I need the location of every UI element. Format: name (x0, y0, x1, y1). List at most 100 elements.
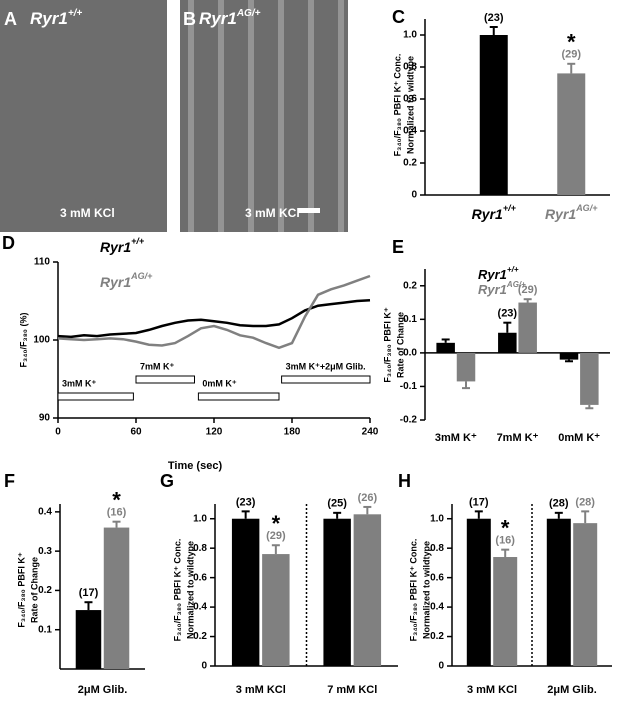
y-tick-label: 1.0 (403, 30, 417, 41)
condition: 3 mM KCl (245, 206, 300, 220)
legend-label-sup: +/+ (507, 265, 519, 274)
y-tick-label: 0.8 (430, 543, 444, 554)
micrograph-a (0, 0, 167, 232)
n-label: (16) (495, 535, 515, 547)
x-tick-label: Ryr1+/+ (472, 203, 517, 221)
n-label: (26) (358, 492, 378, 504)
y-tick-label: 0.2 (403, 280, 417, 291)
legend-label: Ryr1+/+ (478, 265, 519, 282)
y-tick-label: 0.4 (430, 602, 444, 613)
x-tick-label: 3 mM KCl (467, 684, 517, 696)
y-tick-label: 100 (33, 335, 50, 346)
x-tick-label-base: Ryr1 (472, 206, 503, 222)
bar (493, 557, 518, 666)
x-tick-label: 2μM Glib. (78, 684, 128, 696)
stimulus-box (197, 392, 280, 401)
y-axis-label: F₃₄₀/F₃₈₀ (%) (18, 313, 28, 368)
y-tick-label: 0.3 (38, 546, 52, 557)
significance: * (501, 515, 510, 540)
legend-label-sup: AG/+ (506, 280, 526, 289)
n-label: (16) (107, 507, 127, 519)
y-tick-label: 0.8 (403, 62, 417, 73)
x-tick-label: 7mM K⁺ (497, 432, 539, 444)
y-tick-label: 0.1 (403, 314, 417, 325)
x-tick-label: 180 (284, 427, 301, 438)
y-tick-label: 0.4 (403, 126, 417, 137)
y-axis-label: F₃₄₀/F₃₈₀ PBFI K⁺ Conc. (408, 539, 418, 642)
n-label: (23) (498, 308, 518, 320)
y-tick-label: 1.0 (430, 513, 444, 524)
x-tick-label: Ryr1AG/+ (545, 203, 598, 221)
y-axis-label: F₃₄₀/F₃₈₀ PBFI K⁺ Conc. (172, 539, 182, 642)
stimulus-box (135, 375, 195, 384)
y-tick-label: -0.1 (400, 381, 418, 392)
bar (456, 352, 476, 382)
panel-letter: B (183, 9, 196, 29)
x-tick-label: 120 (206, 427, 223, 438)
x-tick-label: 2μM Glib. (547, 684, 597, 696)
y-tick-label: 0 (201, 661, 207, 672)
panel-letter: G (160, 471, 174, 491)
x-tick-label: 0mM K⁺ (558, 432, 600, 444)
x-tick-label: 0 (55, 427, 61, 438)
y-tick-label: 0 (438, 661, 444, 672)
y-tick-label: 0.2 (38, 585, 52, 596)
bar (573, 523, 598, 666)
bar (262, 554, 290, 666)
stimulus-label: 3mM K⁺ (62, 378, 97, 388)
y-tick-label: 0.8 (193, 543, 207, 554)
image-labels: A Ryr1+/+ 3 mM KCl B Ryr1AG/+ 3 mM KCl (4, 8, 300, 221)
micrograph-b (180, 0, 348, 232)
n-label: (23) (236, 496, 256, 508)
y-tick-label: 0.6 (403, 94, 417, 105)
bar (557, 73, 586, 195)
x-tick-label: 240 (362, 427, 379, 438)
bar (231, 518, 260, 666)
y-tick-label: 0.2 (430, 631, 444, 642)
panel-letter: E (392, 237, 404, 257)
trace (57, 274, 371, 350)
y-tick-label: -0.2 (400, 415, 418, 426)
significance: * (272, 511, 281, 536)
legend-label: Ryr1AG/+ (478, 280, 526, 297)
n-label: (17) (79, 587, 99, 599)
legend-label-sup: +/+ (131, 236, 145, 246)
bar (353, 514, 382, 666)
bar (498, 332, 517, 353)
bar (580, 352, 599, 405)
stimulus-label: 3mM K⁺+2μM Glib. (286, 361, 366, 371)
n-label: (29) (266, 530, 286, 542)
panel-letter: C (392, 7, 405, 27)
significance: * (567, 30, 576, 55)
x-tick-label: 3 mM KCl (236, 684, 286, 696)
legend-label-base: Ryr1 (100, 274, 131, 290)
x-axis-label: Time (sec) (168, 460, 223, 472)
y-tick-label: 0.1 (38, 624, 52, 635)
x-tick-label: 60 (130, 427, 142, 438)
n-label: (29) (561, 49, 581, 61)
y-tick-label: 0.4 (38, 506, 52, 517)
legend-label: Ryr1AG/+ (100, 271, 153, 289)
y-axis-label: Rate of Change (395, 312, 405, 378)
y-tick-label: 0.0 (403, 348, 417, 359)
y-axis-label: Normalized to wildtype (185, 541, 195, 639)
bar (103, 527, 130, 669)
n-label: (29) (518, 284, 538, 296)
panel-letter: D (2, 233, 15, 253)
y-tick-label: 0.2 (193, 631, 207, 642)
bar (466, 518, 491, 666)
x-tick-label: 7 mM KCl (327, 684, 377, 696)
bar (323, 518, 351, 666)
x-tick-label-sup: +/+ (503, 203, 517, 213)
y-axis-label: F₃₄₀/F₃₈₀ PBFI K⁺ (16, 552, 26, 627)
panel-letter: H (398, 471, 411, 491)
y-tick-label: 0.6 (430, 572, 444, 583)
stimulus-label: 7mM K⁺ (140, 361, 175, 371)
legend-label-base: Ryr1 (478, 267, 507, 282)
genotype: Ryr1+/+ (30, 8, 82, 29)
genotype-sup: +/+ (68, 8, 83, 19)
genotype: Ryr1AG/+ (199, 8, 261, 29)
n-label: (23) (484, 12, 504, 24)
y-tick-label: 0.6 (193, 572, 207, 583)
